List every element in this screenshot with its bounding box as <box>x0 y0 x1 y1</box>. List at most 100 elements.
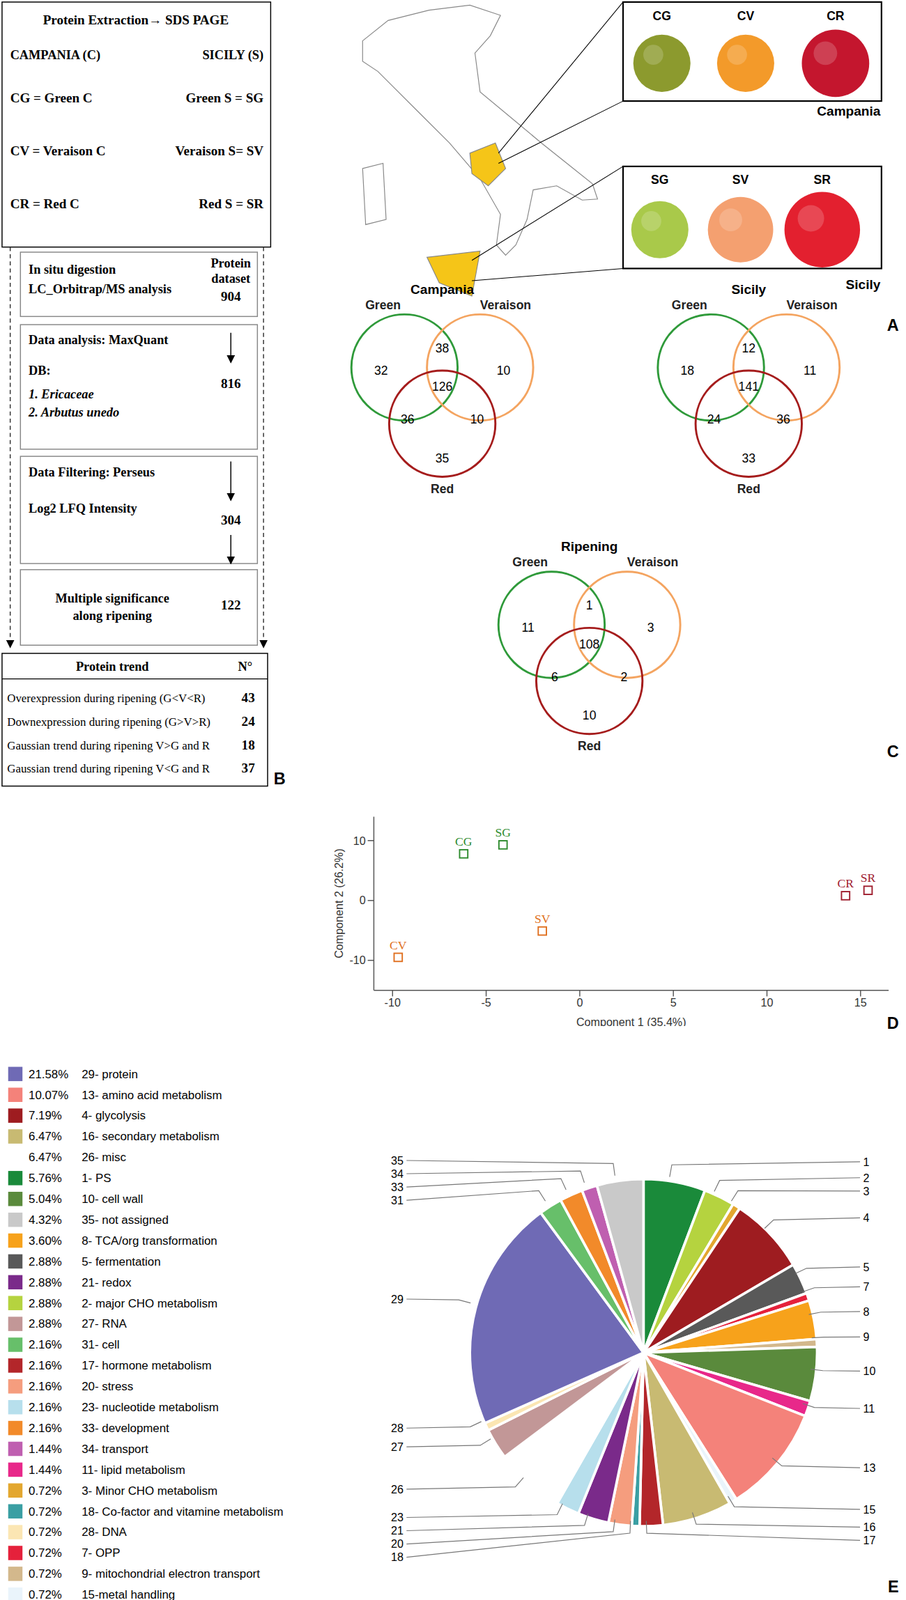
svg-text:5: 5 <box>862 1261 870 1274</box>
svg-text:In situ digestion: In situ digestion <box>28 262 116 277</box>
svg-text:Green: Green <box>512 555 548 570</box>
svg-text:0.72%: 0.72% <box>28 1526 63 1540</box>
svg-text:LC_Orbitrap/MS analysis: LC_Orbitrap/MS analysis <box>28 282 172 297</box>
svg-text:Veraison S= SV: Veraison S= SV <box>175 143 265 159</box>
svg-text:SV: SV <box>732 172 750 187</box>
svg-text:18- Co-factor and vitamine met: 18- Co-factor and vitamine metabolism <box>81 1506 283 1520</box>
svg-text:11- lipid metabolism: 11- lipid metabolism <box>81 1464 186 1478</box>
svg-text:Green: Green <box>365 298 401 313</box>
svg-text:3: 3 <box>647 620 655 635</box>
svg-text:38: 38 <box>435 341 450 356</box>
svg-text:Ripening: Ripening <box>561 539 618 555</box>
svg-text:141: 141 <box>738 379 759 394</box>
svg-text:2.88%: 2.88% <box>28 1297 63 1311</box>
svg-text:11: 11 <box>521 620 535 635</box>
svg-text:Red: Red <box>737 482 761 497</box>
svg-text:26- misc: 26- misc <box>81 1151 127 1165</box>
svg-text:CG: CG <box>653 9 672 23</box>
svg-text:11: 11 <box>862 1402 875 1416</box>
svg-text:20- stress: 20- stress <box>81 1380 134 1394</box>
svg-text:0.72%: 0.72% <box>28 1485 63 1499</box>
svg-text:18: 18 <box>680 363 695 378</box>
svg-text:2.16%: 2.16% <box>28 1422 63 1436</box>
svg-text:-10: -10 <box>384 996 401 1010</box>
svg-text:0: 0 <box>576 996 583 1010</box>
svg-text:D: D <box>887 1014 900 1033</box>
svg-text:10: 10 <box>470 412 485 427</box>
svg-text:5.76%: 5.76% <box>28 1172 63 1186</box>
svg-text:304: 304 <box>220 512 242 528</box>
svg-text:1- PS: 1- PS <box>81 1172 111 1186</box>
svg-text:9- mitochondrial electron tran: 9- mitochondrial electron transport <box>81 1568 260 1582</box>
svg-text:33- development: 33- development <box>81 1422 170 1436</box>
svg-text:5- fermentation: 5- fermentation <box>81 1255 161 1270</box>
svg-text:35- not assigned: 35- not assigned <box>81 1214 169 1228</box>
svg-text:10.07%: 10.07% <box>28 1089 69 1103</box>
svg-text:8: 8 <box>862 1306 870 1319</box>
svg-text:35: 35 <box>390 1154 404 1168</box>
svg-text:Campania: Campania <box>816 103 881 119</box>
svg-text:C: C <box>887 742 900 762</box>
svg-text:21.58%: 21.58% <box>28 1068 69 1082</box>
svg-text:Veraison: Veraison <box>480 298 532 313</box>
svg-text:along ripening: along ripening <box>72 609 152 624</box>
svg-text:18: 18 <box>241 738 256 753</box>
svg-text:16: 16 <box>862 1521 876 1534</box>
svg-text:816: 816 <box>220 376 242 391</box>
svg-text:21- redox: 21- redox <box>81 1276 132 1291</box>
svg-text:28: 28 <box>390 1422 404 1435</box>
svg-text:4- glycolysis: 4- glycolysis <box>81 1109 146 1123</box>
svg-text:10: 10 <box>353 834 366 848</box>
svg-text:2.16%: 2.16% <box>28 1338 63 1353</box>
svg-text:36: 36 <box>400 412 415 427</box>
svg-text:17: 17 <box>862 1534 876 1548</box>
svg-text:Component 2 (26.2%): Component 2 (26.2%) <box>332 848 345 959</box>
svg-text:1: 1 <box>862 1156 870 1169</box>
svg-text:8- TCA/org transformation: 8- TCA/org transformation <box>81 1234 217 1249</box>
svg-text:SR: SR <box>814 172 832 187</box>
svg-text:Data analysis: MaxQuant: Data analysis: MaxQuant <box>28 333 169 348</box>
svg-text:33: 33 <box>390 1181 404 1194</box>
svg-text:Log2 LFQ Intensity: Log2 LFQ Intensity <box>28 501 138 516</box>
svg-text:10: 10 <box>582 708 597 723</box>
svg-text:2.88%: 2.88% <box>28 1276 63 1291</box>
svg-text:2.16%: 2.16% <box>28 1401 63 1415</box>
svg-text:SG: SG <box>495 825 512 840</box>
svg-text:21: 21 <box>390 1524 404 1538</box>
svg-text:-5: -5 <box>480 996 491 1010</box>
svg-text:27- RNA: 27- RNA <box>81 1317 127 1332</box>
svg-text:1: 1 <box>586 598 594 613</box>
svg-text:3: 3 <box>862 1185 870 1199</box>
svg-text:Component 1 (35.4%): Component 1 (35.4%) <box>576 1016 687 1027</box>
svg-text:SICILY (S): SICILY (S) <box>202 48 264 63</box>
svg-text:Sicily: Sicily <box>731 282 766 297</box>
svg-text:CV: CV <box>737 9 755 23</box>
svg-text:34: 34 <box>390 1168 404 1181</box>
svg-text:0.72%: 0.72% <box>28 1588 63 1600</box>
svg-text:20: 20 <box>390 1538 404 1551</box>
svg-text:CG = Green C: CG = Green C <box>10 90 93 106</box>
svg-text:B: B <box>273 770 286 789</box>
svg-text:dataset: dataset <box>211 271 251 286</box>
svg-text:-10: -10 <box>349 954 366 967</box>
svg-text:Campania: Campania <box>410 282 474 297</box>
svg-text:2: 2 <box>862 1172 870 1185</box>
svg-text:18: 18 <box>390 1552 404 1565</box>
svg-text:0.72%: 0.72% <box>28 1547 63 1561</box>
svg-text:26: 26 <box>390 1483 404 1497</box>
svg-text:24: 24 <box>707 412 722 427</box>
svg-text:A: A <box>887 316 900 335</box>
svg-text:6.47%: 6.47% <box>28 1130 63 1144</box>
svg-text:Gaussian trend during ripening: Gaussian trend during ripening V>G and R <box>6 739 211 753</box>
svg-text:Data Filtering: Perseus: Data Filtering: Perseus <box>28 465 155 480</box>
svg-text:29: 29 <box>390 1293 404 1307</box>
svg-text:N°: N° <box>237 659 253 674</box>
svg-text:Sicily: Sicily <box>846 277 881 293</box>
svg-text:31: 31 <box>390 1194 404 1208</box>
svg-text:CAMPANIA (C): CAMPANIA (C) <box>10 48 101 63</box>
svg-text:Gaussian trend during ripening: Gaussian trend during ripening V<G and R <box>6 762 211 776</box>
svg-text:904: 904 <box>220 289 242 304</box>
svg-text:2: 2 <box>620 670 628 685</box>
svg-text:Protein trend: Protein trend <box>75 659 150 674</box>
svg-text:SG: SG <box>650 172 669 187</box>
